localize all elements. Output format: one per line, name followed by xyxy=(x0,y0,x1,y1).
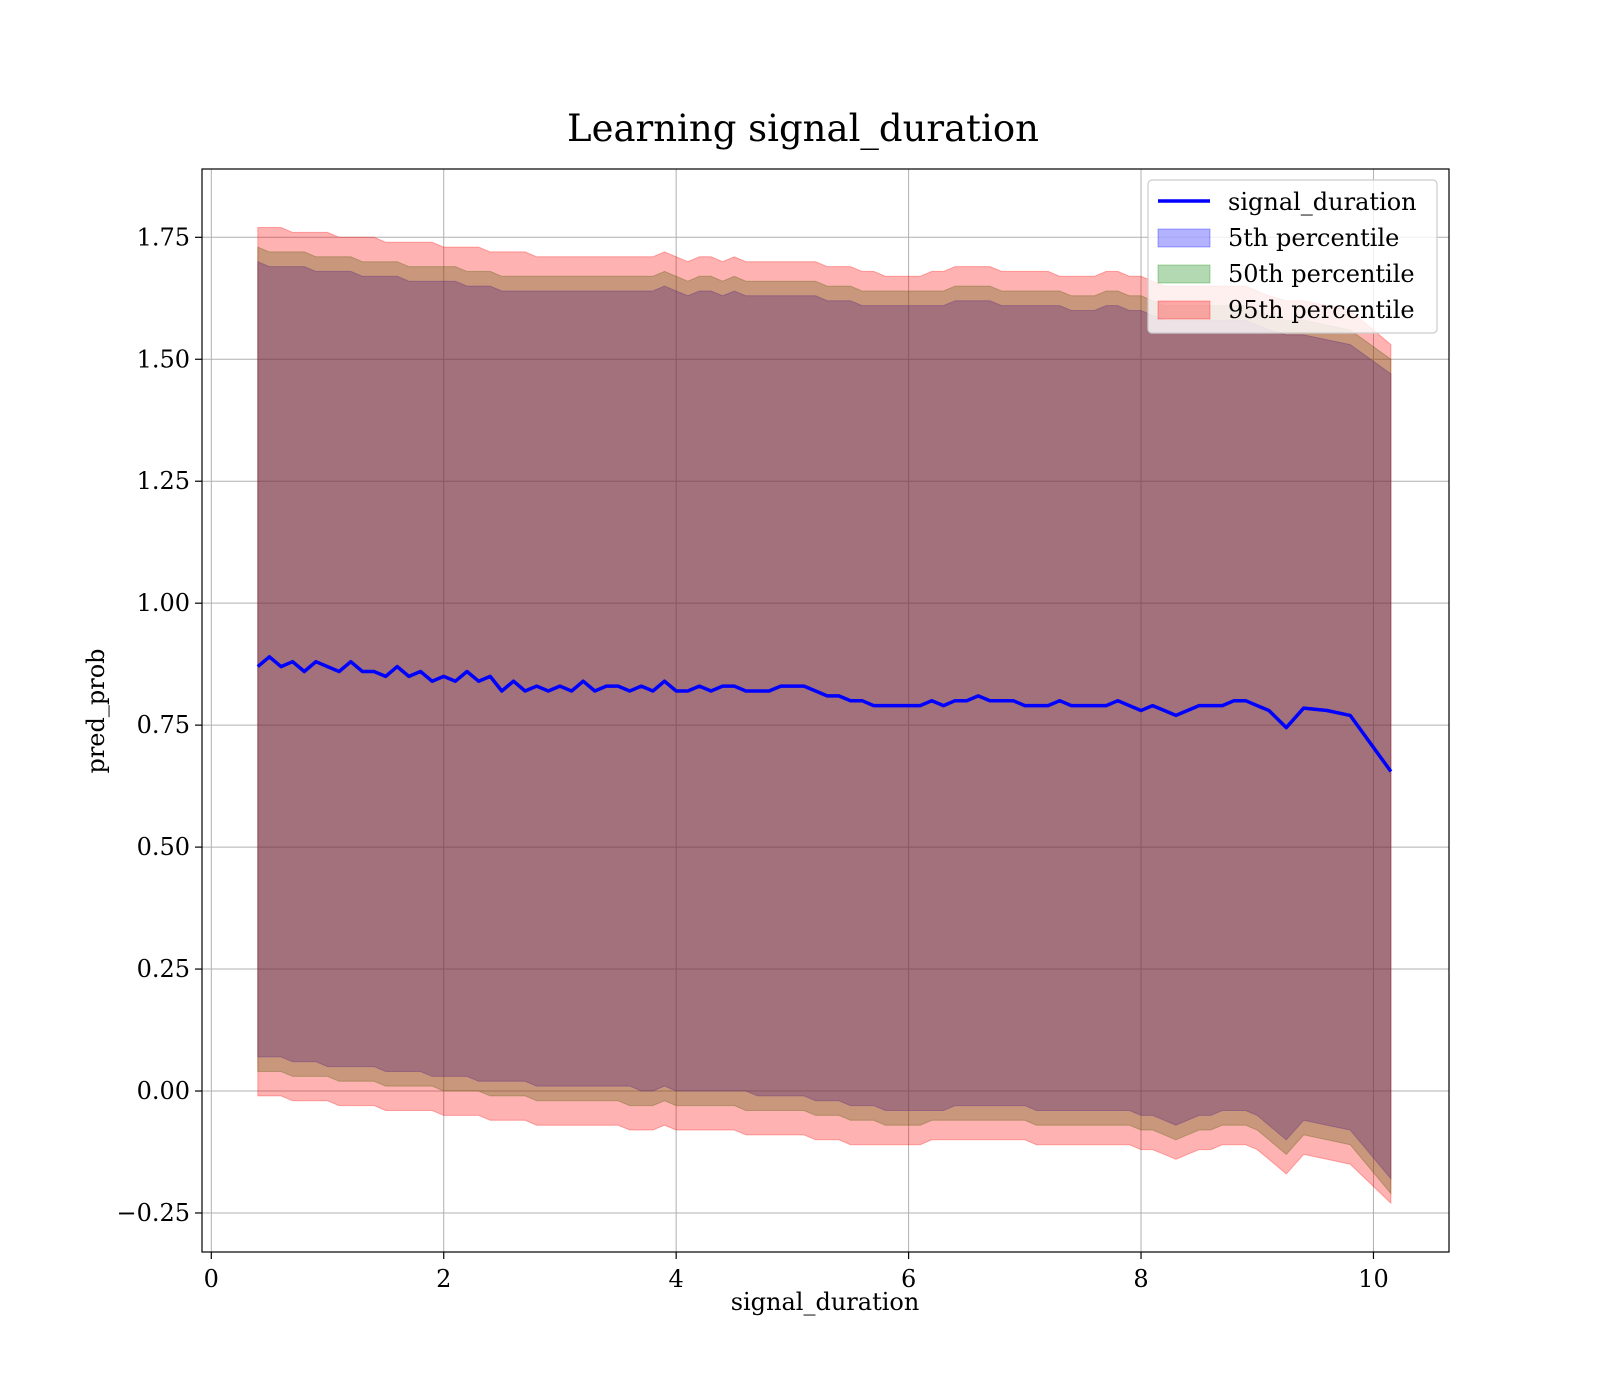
y-tick-label-4: 0.75 xyxy=(137,711,190,739)
y-axis-label: pred_prob xyxy=(82,648,110,773)
series-line xyxy=(256,655,1393,773)
legend-swatch-95th xyxy=(1157,300,1211,320)
y-axis-ticks: 1.75 1.50 1.25 1.00 0.75 0.50 0.25 0.00 −0.25 xyxy=(116,223,202,1227)
y-tick-label-6: 0.25 xyxy=(137,955,190,983)
band-3 xyxy=(257,227,1392,1205)
legend: signal_duration 5th percentile 50th perc… xyxy=(1147,179,1438,334)
band-2 xyxy=(257,246,1392,1195)
grid xyxy=(202,169,1449,1252)
plot-background xyxy=(202,169,1449,1252)
y-tick-label-0: 1.75 xyxy=(137,223,190,251)
y-tick-label-3: 1.00 xyxy=(137,589,190,617)
y-tick-label-5: 0.50 xyxy=(137,833,190,861)
x-tick-label-4: 8 xyxy=(1133,1265,1148,1293)
x-axis-label: signal_duration xyxy=(731,1288,920,1316)
y-tick-label-2: 1.25 xyxy=(137,467,190,495)
y-tick-label-8: −0.25 xyxy=(116,1199,190,1227)
x-axis-ticks: 0 2 4 6 8 10 xyxy=(204,1252,1389,1293)
y-tick-label-1: 1.50 xyxy=(137,345,190,373)
x-tick-label-2: 4 xyxy=(669,1265,684,1293)
legend-swatch-5th xyxy=(1157,228,1211,248)
x-tick-label-1: 2 xyxy=(436,1265,451,1293)
percentile-bands xyxy=(257,227,1392,1205)
x-tick-label-0: 0 xyxy=(204,1265,219,1293)
legend-label-5th: 5th percentile xyxy=(1228,224,1399,252)
legend-swatch-50th xyxy=(1157,264,1211,284)
chart-title: Learning signal_duration xyxy=(567,107,1039,151)
legend-frame xyxy=(1147,179,1438,334)
y-tick-label-7: 0.00 xyxy=(137,1077,190,1105)
band-1 xyxy=(257,260,1392,1181)
legend-label-95th: 95th percentile xyxy=(1228,296,1415,324)
plot-frame xyxy=(201,168,1450,1253)
x-tick-label-3: 6 xyxy=(901,1265,916,1293)
legend-label-line: signal_duration xyxy=(1228,188,1417,216)
series-line-0 xyxy=(256,655,1393,773)
x-tick-label-5: 10 xyxy=(1358,1265,1389,1293)
legend-label-50th: 50th percentile xyxy=(1228,260,1415,288)
